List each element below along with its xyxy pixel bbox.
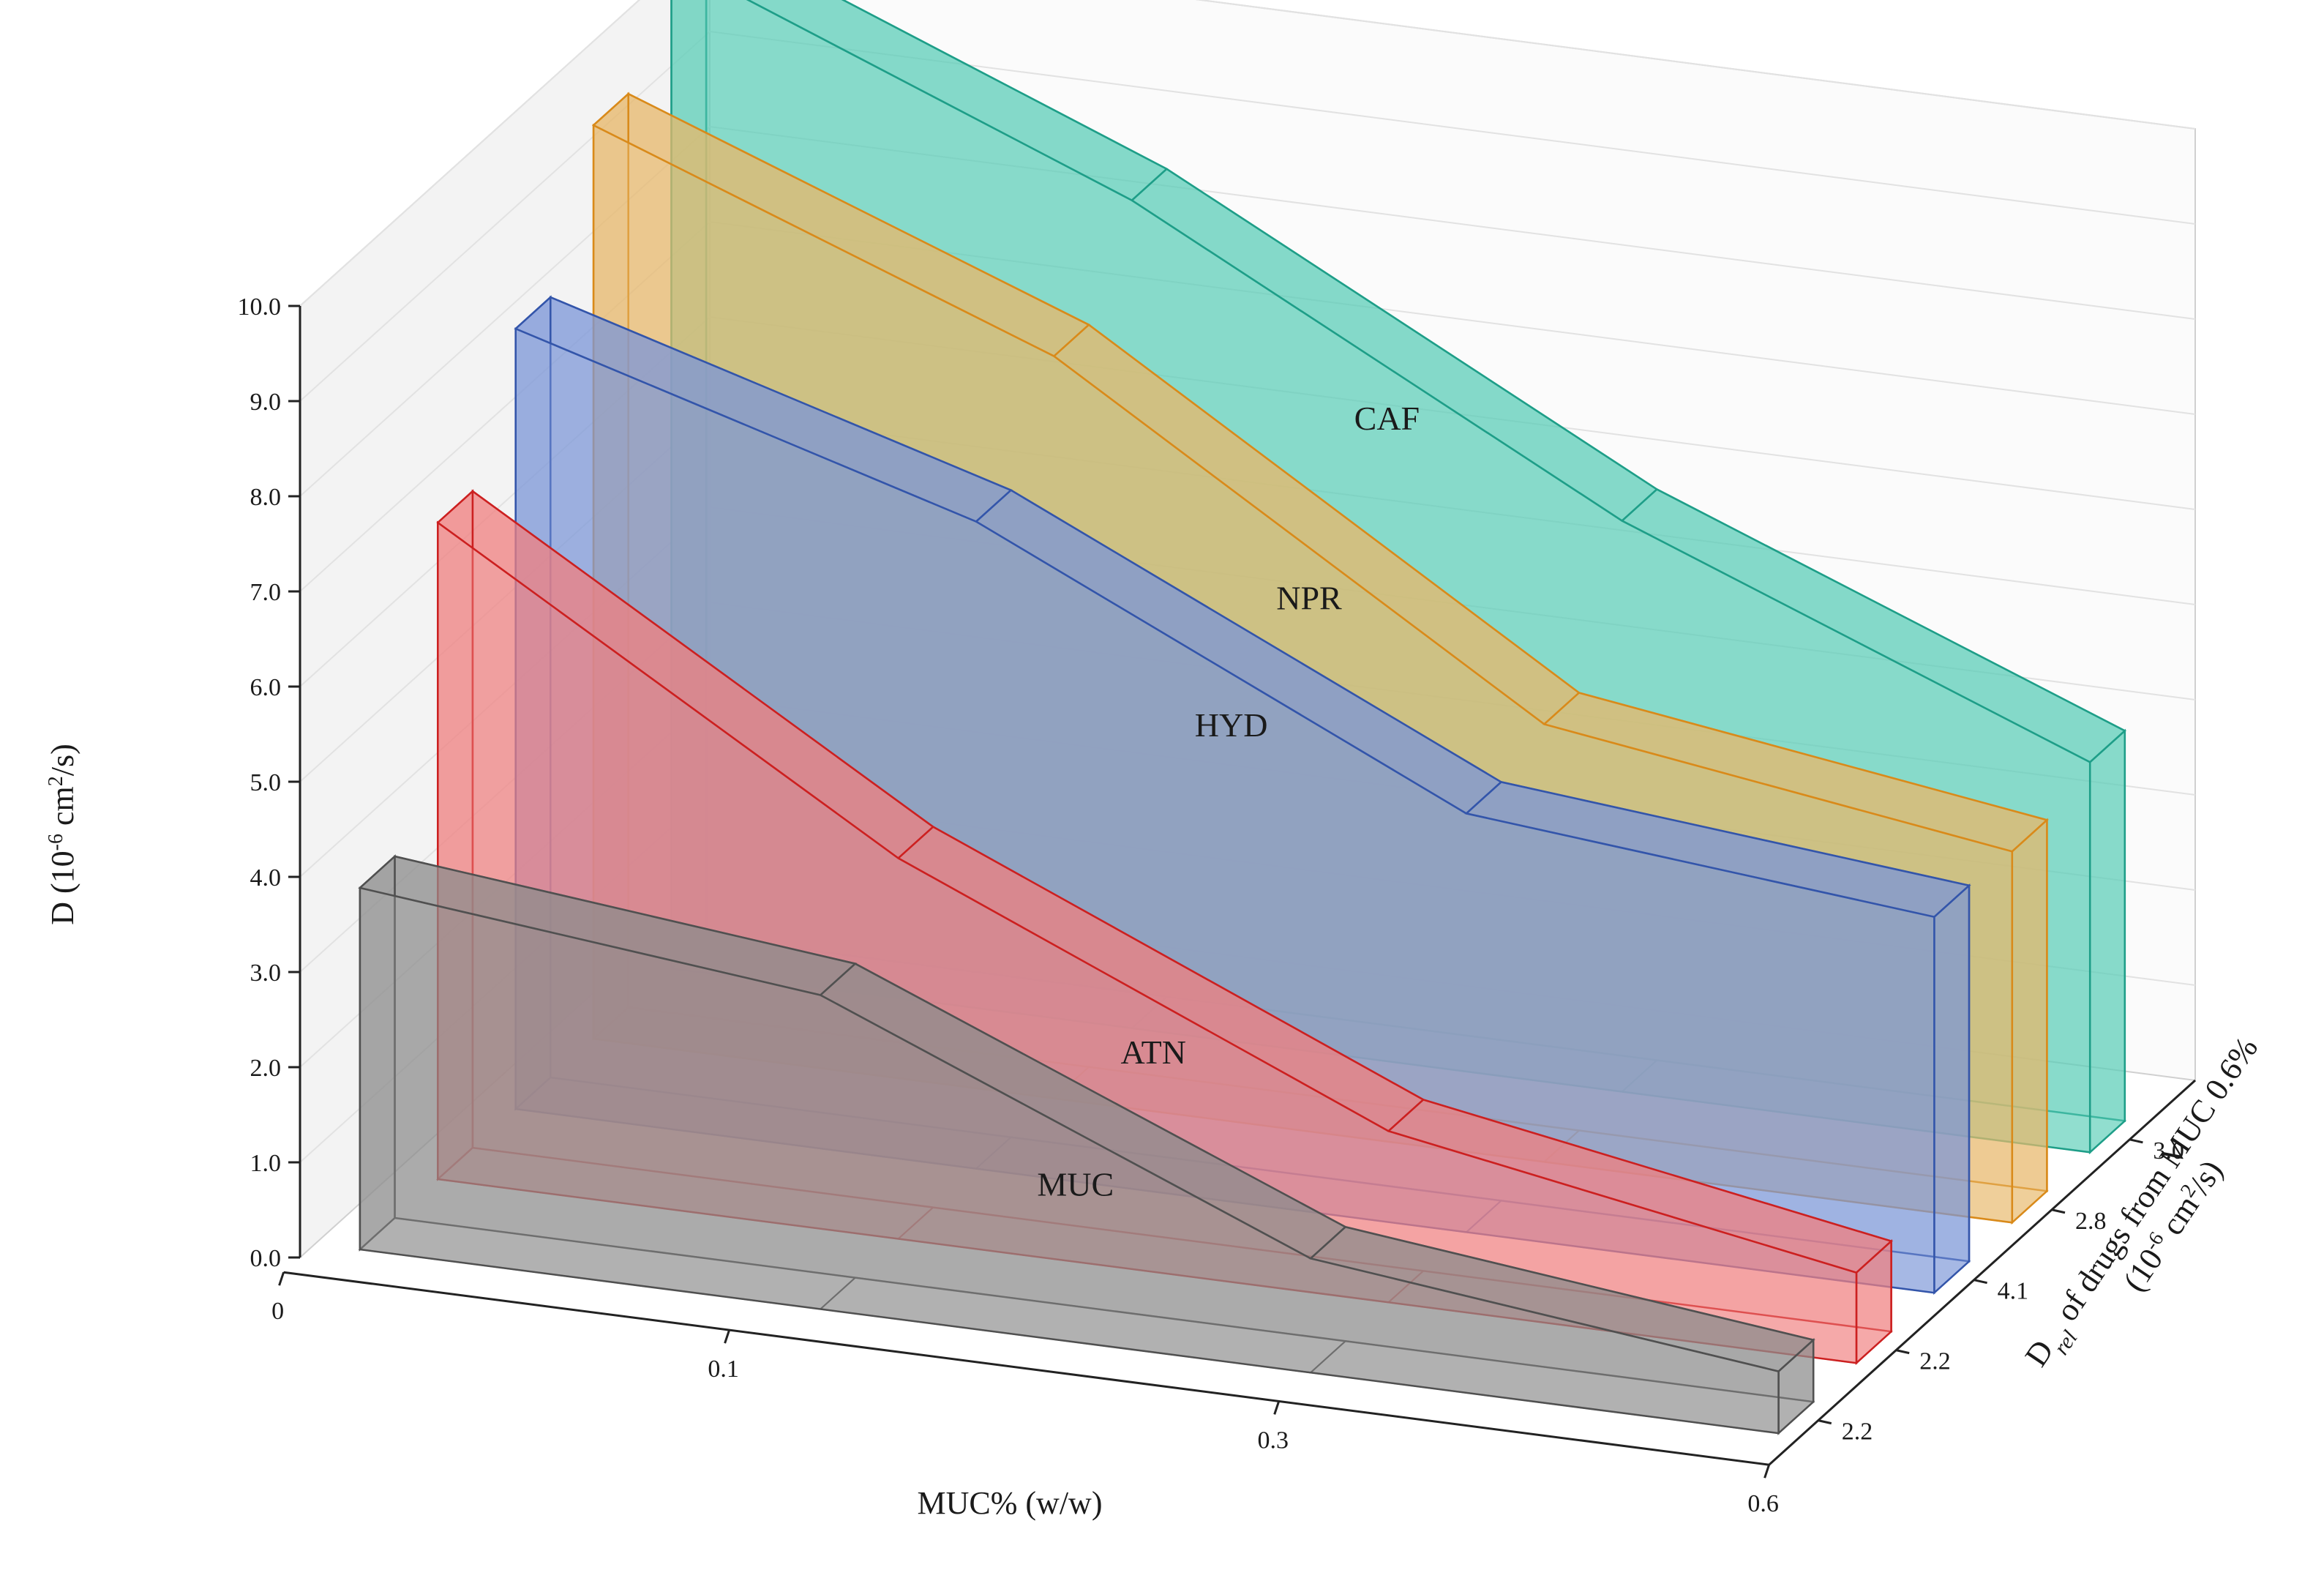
z-tick-label: 2.2 <box>1919 1348 1951 1375</box>
axes: 0.0 1.0 2.0 3.0 4.0 5.0 6.0 7.0 8.0 9.0 10.0 0 0.1 0.… <box>238 294 2197 1517</box>
y-tick-label: 10.0 <box>238 294 282 321</box>
series-label-hyd: HYD <box>1195 706 1268 744</box>
ribbon-end-cap <box>2011 818 2048 1225</box>
series-ribbons: CAF NPR HYD ATN MUC <box>358 0 2127 1435</box>
series-label-atn: ATN <box>1120 1034 1185 1071</box>
ribbon-end-cap <box>2088 728 2126 1155</box>
y-tick-label: 7.0 <box>250 579 282 606</box>
y-tick-label: 4.0 <box>250 864 282 892</box>
z-tick <box>1818 1419 1832 1425</box>
ribbon-front-face <box>359 886 1780 1435</box>
z-tick <box>2051 1208 2066 1214</box>
x-tick-label: 0.6 <box>1747 1490 1779 1517</box>
y-tick-label: 2.0 <box>250 1055 282 1082</box>
z-tick <box>2129 1138 2143 1144</box>
x-tick-label: 0 <box>271 1298 284 1325</box>
z-tick-label: 2.8 <box>2075 1208 2107 1235</box>
series-label-npr: NPR <box>1276 579 1342 616</box>
series-label-caf: CAF <box>1354 400 1420 437</box>
z-tick-label: 2.2 <box>1842 1419 1873 1446</box>
z-tick <box>1895 1349 1910 1355</box>
z-tick-label: 3.0 <box>2153 1137 2184 1165</box>
z-tick <box>1973 1279 1987 1285</box>
y-tick-label: 9.0 <box>250 389 282 416</box>
x-tick-label: 0.3 <box>1257 1427 1289 1454</box>
x-tick <box>278 1271 285 1286</box>
x-tick-label: 0.1 <box>708 1356 739 1383</box>
series-label-muc: MUC <box>1037 1166 1114 1203</box>
ribbon-muc: MUC <box>358 854 1815 1435</box>
z-axis-line <box>1768 1079 2197 1466</box>
ribbon-end-cap <box>1933 883 1971 1296</box>
y-tick-label: 1.0 <box>250 1150 282 1177</box>
x-tick <box>1763 1464 1771 1479</box>
z-tick-label: 4.1 <box>1998 1278 2029 1305</box>
y-tick-label: 8.0 <box>250 484 282 511</box>
x-axis-title: MUC% (w/w) <box>918 1485 1103 1521</box>
y-axis-title: D (10-6 cm2/s) <box>45 744 81 925</box>
x-axis-line <box>283 1271 1769 1466</box>
y-tick-label: 6.0 <box>250 674 282 701</box>
y-tick-label: 0.0 <box>250 1245 282 1272</box>
y-tick-label: 5.0 <box>250 769 282 796</box>
x-tick <box>724 1329 731 1344</box>
x-tick <box>1273 1400 1281 1415</box>
gridline <box>299 0 2196 307</box>
y-tick-label: 3.0 <box>250 960 282 987</box>
